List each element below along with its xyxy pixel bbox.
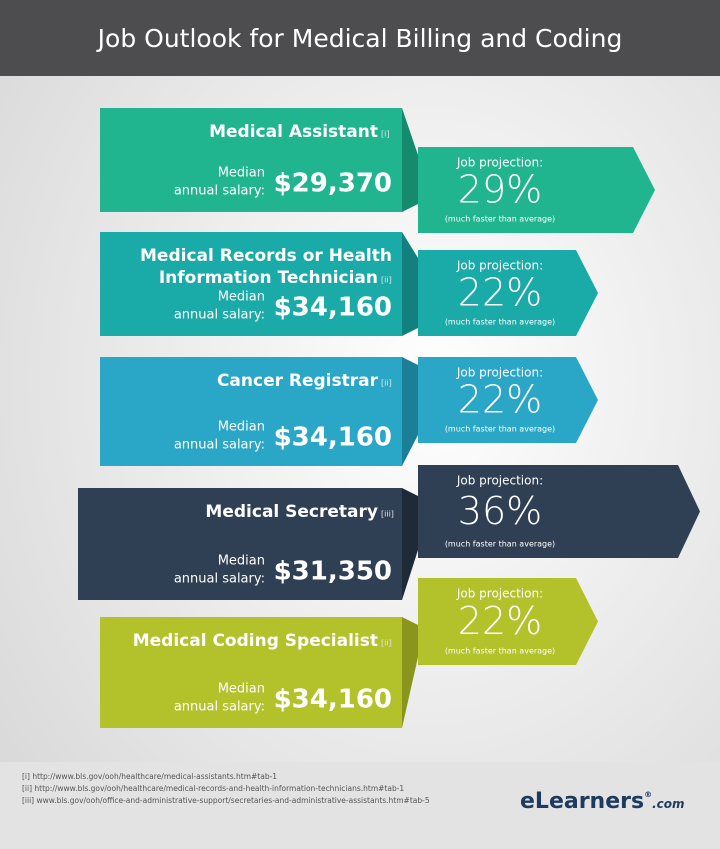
projection-note: (much faster than average) (445, 215, 555, 224)
job-title: Medical Secretary (205, 502, 378, 522)
reference-mark: [ii] (381, 639, 392, 648)
projection-arrow (418, 147, 655, 233)
median-label: annual salary: (174, 700, 265, 715)
projection-value: 22% (458, 378, 542, 422)
salary: $29,370 (274, 169, 392, 199)
projection-arrow (418, 250, 598, 336)
logo-name: eLearners (520, 789, 644, 814)
projection-note: (much faster than average) (445, 540, 555, 549)
projection-note: (much faster than average) (445, 647, 555, 656)
projection-arrow (418, 357, 598, 443)
job-list: Medical Assistant [i] Median annual salary:… (78, 108, 700, 728)
projection-arrow (418, 465, 700, 558)
footnote: [iii] www.bls.gov/ooh/office-and-adminis… (22, 796, 430, 805)
median-label: Median (218, 682, 265, 697)
projection-label: Job projection: (456, 587, 543, 601)
panel-fold (402, 617, 418, 728)
median-label: annual salary: (174, 308, 265, 323)
median-label: annual salary: (174, 184, 265, 199)
salary: $31,350 (274, 557, 392, 587)
projection-label: Job projection: (456, 259, 543, 273)
reference-mark: [i] (381, 130, 389, 139)
salary: $34,160 (274, 293, 392, 323)
median-label: Median (218, 290, 265, 305)
projection-value: 22% (458, 271, 542, 315)
footnote: [i] http://www.bls.gov/ooh/healthcare/me… (22, 772, 277, 781)
median-label: annual salary: (174, 572, 265, 587)
median-label: annual salary: (174, 438, 265, 453)
median-label: Median (218, 420, 265, 435)
header-bar (0, 0, 720, 76)
reference-mark: [ii] (381, 379, 392, 388)
job-title: Cancer Registrar (217, 371, 379, 391)
median-label: Median (218, 166, 265, 181)
logo-mark: ® (644, 790, 652, 799)
projection-value: 29% (458, 168, 542, 212)
page-title: Job Outlook for Medical Billing and Codi… (96, 24, 623, 53)
job-panel (100, 232, 402, 336)
job-title: Medical Records or Health (140, 246, 392, 266)
panel-fold (402, 108, 418, 212)
projection-label: Job projection: (456, 156, 543, 170)
job-title: Medical Assistant (209, 122, 378, 142)
footer: [i] http://www.bls.gov/ooh/healthcare/me… (22, 772, 685, 814)
salary: $34,160 (274, 685, 392, 715)
reference-mark: [ii] (381, 276, 392, 285)
projection-label: Job projection: (456, 366, 543, 380)
salary: $34,160 (274, 423, 392, 453)
footer-bar (0, 762, 720, 849)
job-title: Information Technician (159, 268, 378, 288)
job-panel (100, 617, 402, 728)
median-label: Median (218, 554, 265, 569)
job-panel (100, 108, 402, 212)
projection-arrow (418, 578, 598, 665)
projection-note: (much faster than average) (445, 425, 555, 434)
reference-mark: [iii] (381, 510, 394, 519)
logo-suffix: .com (652, 797, 684, 811)
panel-fold (402, 488, 418, 600)
job-title: Medical Coding Specialist (133, 631, 378, 651)
projection-value: 22% (458, 599, 542, 643)
projection-value: 36% (458, 489, 542, 533)
panel-fold (402, 357, 418, 466)
footnote: [ii] http://www.bls.gov/ooh/healthcare/m… (22, 784, 404, 793)
job-panel (78, 488, 402, 600)
logo: eLearners®.com (520, 789, 685, 814)
panel-fold (402, 232, 418, 336)
job-panel (100, 357, 402, 466)
projection-note: (much faster than average) (445, 318, 555, 327)
projection-label: Job projection: (456, 474, 543, 488)
